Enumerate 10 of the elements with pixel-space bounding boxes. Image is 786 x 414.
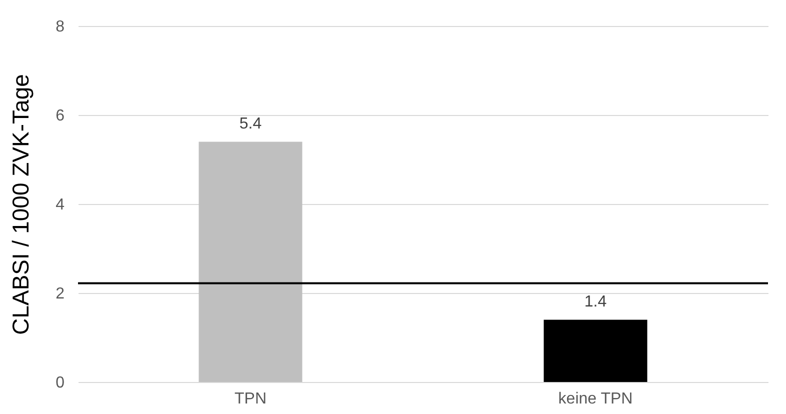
y-tick-label: 0	[56, 374, 65, 392]
data-label: 1.4	[584, 294, 607, 311]
x-tick-label: TPN	[234, 390, 266, 408]
y-tick-label: 2	[56, 286, 65, 302]
y-tick-label: 6	[56, 108, 65, 124]
y-tick-label: 4	[56, 196, 65, 214]
y-tick-label: 8	[56, 18, 65, 36]
data-label: 5.4	[239, 116, 262, 133]
x-tick-label: keine TPN	[558, 390, 633, 408]
y-axis-title: CLABSI / 1000 ZVK-Tage	[8, 74, 34, 335]
